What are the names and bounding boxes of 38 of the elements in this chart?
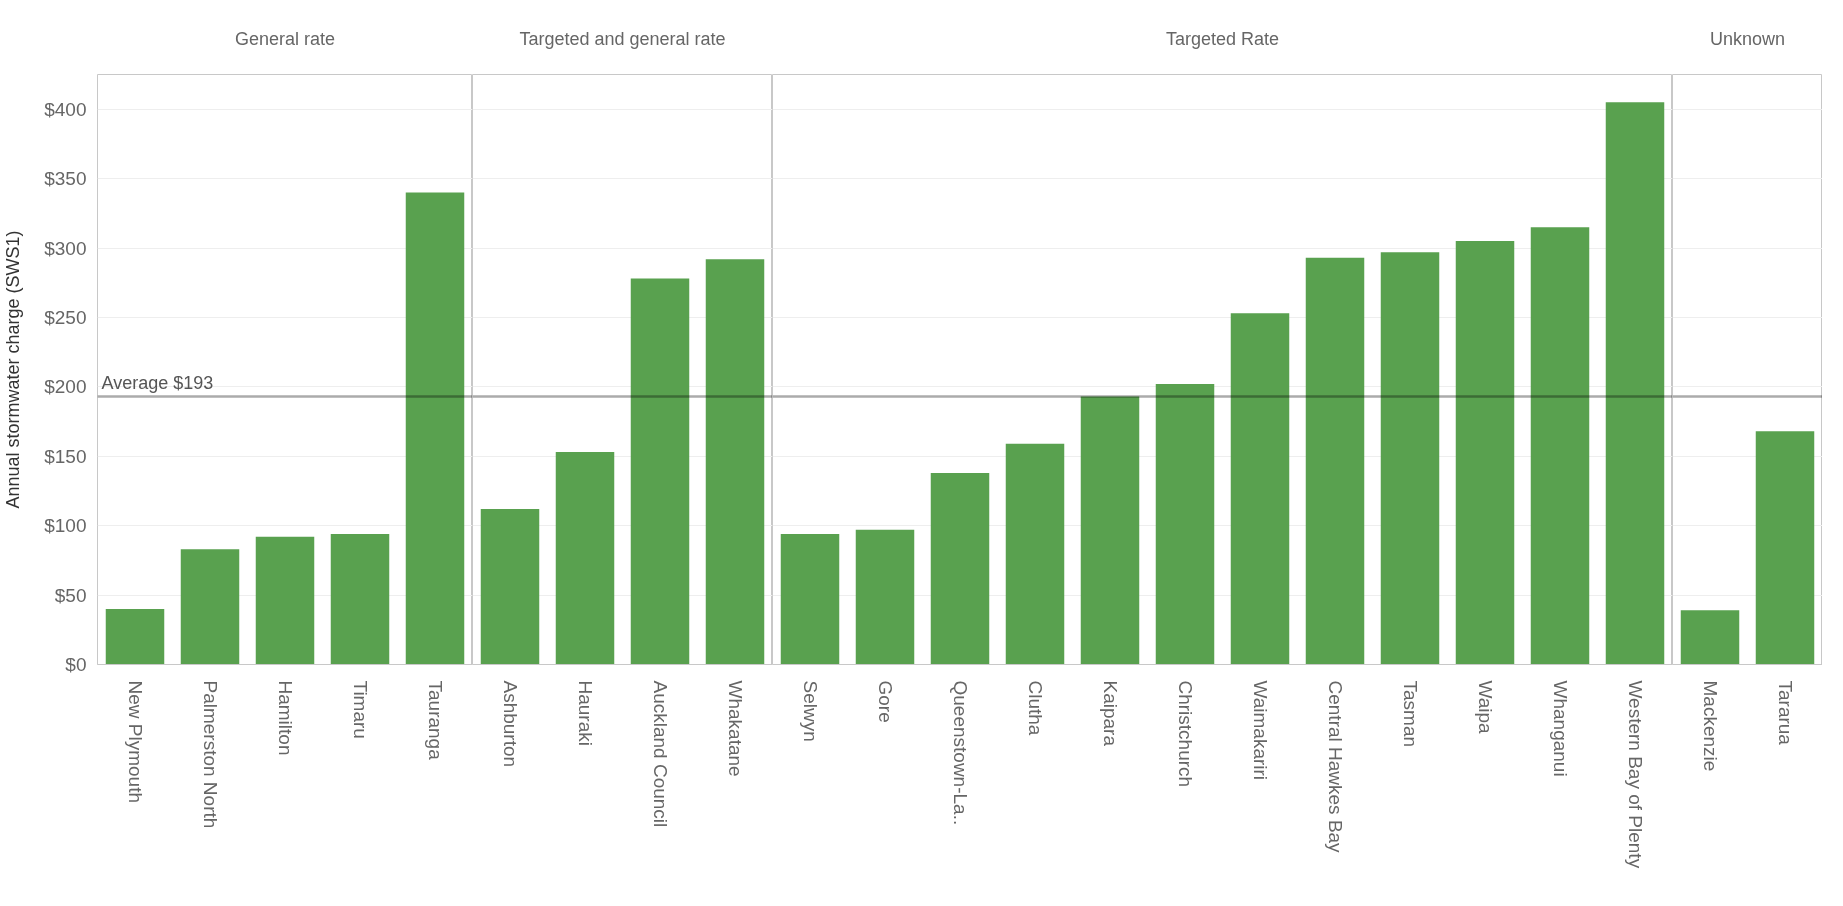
x-tick-label: Queenstown-La..	[949, 680, 971, 826]
x-tick-label: Auckland Council	[649, 680, 671, 828]
x-tick-label: Christchurch	[1174, 680, 1196, 788]
x-tick-label: Central Hawkes Bay	[1324, 680, 1346, 854]
ref-line-label: Average $193	[101, 372, 214, 393]
x-tick-label: Waimakariri	[1249, 680, 1271, 781]
x-tick-label: Western Bay of Plenty	[1624, 680, 1646, 869]
y-tick-label: $50	[54, 584, 87, 606]
chart-title: Targeted and general rate	[519, 28, 726, 49]
x-tick-label: Ashburton	[499, 680, 521, 768]
x-tick-label: Tararua	[1774, 680, 1796, 746]
x-tick-label: Whakatane	[724, 680, 746, 777]
y-tick-label: $250	[44, 306, 87, 328]
chart-title: Unknown	[1709, 28, 1786, 49]
chart-title: General rate	[234, 28, 336, 49]
y-tick-label: $350	[44, 168, 87, 190]
x-tick-label: Kaipara	[1099, 680, 1121, 747]
y-tick-label: $150	[44, 445, 87, 467]
y-tick-label: $400	[44, 98, 87, 120]
y-tick-label: $300	[44, 237, 87, 259]
x-tick-label: Tasman	[1399, 680, 1421, 748]
x-tick-label: Selwyn	[799, 680, 821, 742]
chart-title: Targeted Rate	[1165, 28, 1280, 49]
y-tick-label: $0	[65, 654, 87, 675]
x-tick-label: Hamilton	[274, 680, 296, 756]
x-tick-label: Mackenzie	[1699, 680, 1721, 772]
x-tick-label: Gore	[874, 680, 896, 723]
x-tick-label: Tauranga	[424, 680, 446, 761]
x-tick-label: Palmerston North	[199, 680, 221, 829]
x-tick-label: Clutha	[1024, 680, 1046, 736]
x-tick-label: Hauraki	[574, 680, 596, 746]
y-tick-label: $200	[44, 376, 87, 398]
x-tick-label: Timaru	[349, 680, 371, 739]
x-tick-label: Whanganui	[1549, 680, 1571, 777]
x-tick-label: Waipa	[1474, 680, 1496, 735]
y-tick-label: $100	[44, 515, 87, 537]
y-axis-title: Annual stormwater charge (SWS1)	[3, 230, 24, 509]
x-tick-label: New Plymouth	[124, 680, 146, 803]
